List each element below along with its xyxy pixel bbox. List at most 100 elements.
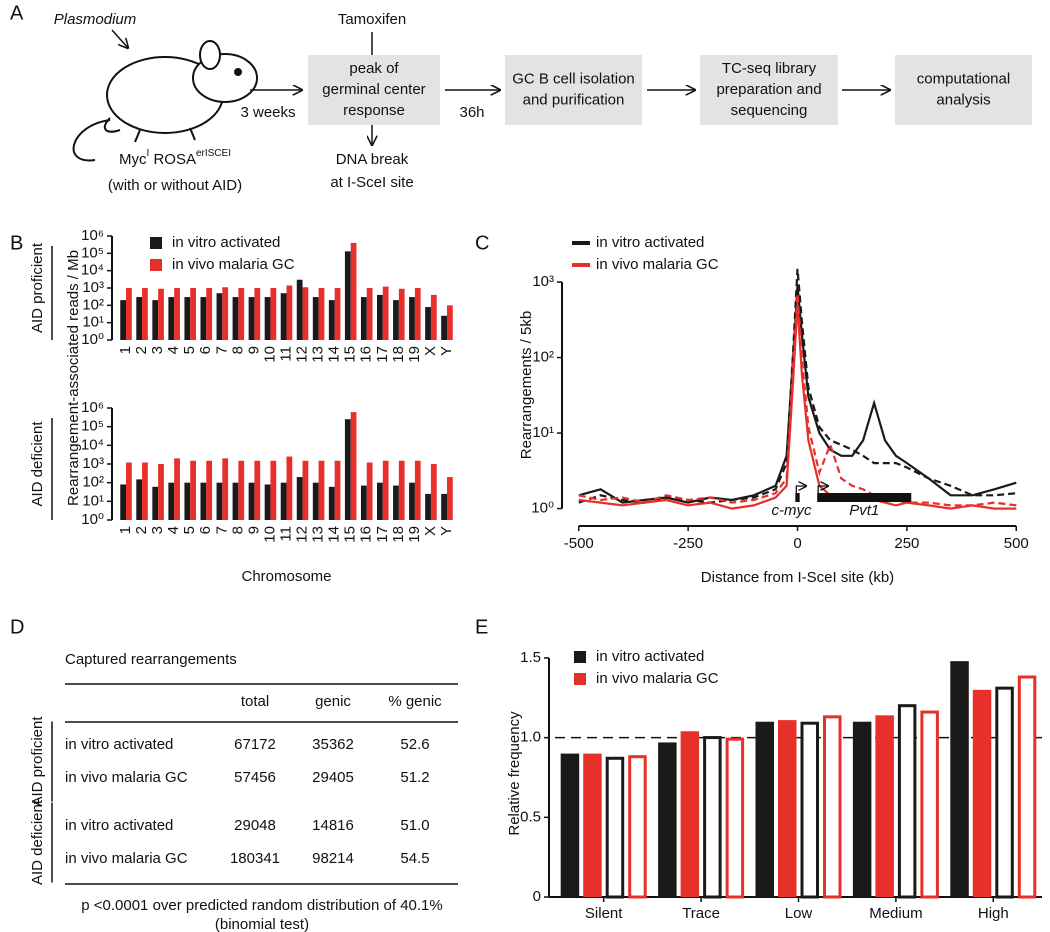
y-tick-label: 0 [533, 888, 541, 905]
gene-label: Pvt1 [849, 502, 879, 519]
x-tick-label: 250 [894, 535, 919, 552]
x-tick-label: 11 [277, 346, 294, 362]
x-tick-label: 3 [149, 346, 166, 354]
table-cell: 98214 [312, 850, 354, 867]
step-text: sequencing [731, 102, 808, 119]
bar [605, 756, 625, 899]
bar [270, 460, 277, 520]
y-tick-label: 10² [82, 474, 104, 491]
step-box [700, 55, 838, 125]
bar [334, 460, 341, 520]
bar [184, 297, 191, 340]
table-title: Captured rearrangements [65, 651, 237, 668]
bar [328, 300, 335, 340]
bar [312, 482, 319, 520]
bar [680, 731, 700, 897]
bar [232, 297, 239, 340]
bar [222, 287, 229, 340]
row-label: AID proficient [29, 242, 46, 333]
bar [430, 464, 437, 520]
y-tick-label: 10⁵ [81, 418, 104, 435]
interval: 36h [459, 104, 484, 121]
x-tick-label: 16 [358, 346, 375, 363]
y-tick-label: 10³ [82, 455, 104, 472]
x-tick-label: 10 [261, 526, 278, 543]
mouse-allele: erISCEI [196, 148, 231, 159]
bar [344, 419, 351, 520]
x-tick-label: 12 [294, 526, 311, 543]
x-tick-label: 11 [277, 526, 294, 542]
legend-label: in vitro activated [596, 648, 704, 665]
bar [703, 736, 722, 899]
panel-label: D [10, 616, 24, 638]
table-cell: 57456 [234, 769, 276, 786]
bar [168, 297, 175, 340]
y-axis-label: Relative frequency [506, 711, 523, 836]
bar [296, 279, 303, 340]
x-tick-label: X [422, 346, 439, 356]
x-tick-label: Silent [585, 905, 623, 922]
bar [184, 482, 191, 520]
bar [377, 294, 383, 340]
x-tick-label: 4 [165, 346, 182, 354]
step-text: response [343, 102, 405, 119]
y-tick-label: 10⁶ [81, 227, 104, 244]
y-tick-label: 10⁶ [81, 399, 104, 416]
bar [174, 458, 180, 520]
x-tick-label: 17 [374, 346, 391, 363]
bar [995, 686, 1014, 899]
bar [414, 460, 421, 520]
bar [897, 704, 917, 899]
bar [875, 715, 894, 897]
step-box [505, 55, 642, 125]
x-tick-label: 4 [165, 526, 182, 534]
column-header: genic [315, 693, 351, 710]
line-series [578, 304, 1017, 510]
y-tick-label: 10¹ [82, 492, 104, 509]
step-text: peak of [349, 60, 399, 77]
column-header: % genic [388, 693, 442, 710]
bar [200, 482, 207, 520]
step-text: germinal center [322, 81, 425, 98]
bar [344, 251, 351, 340]
y-tick-label: 10¹ [532, 424, 554, 441]
row-label: in vivo malaria GC [65, 769, 188, 786]
x-axis-label: Distance from I-SceI site (kb) [701, 569, 894, 586]
bar [254, 460, 261, 520]
infection: Plasmodium [54, 11, 137, 28]
bar [414, 288, 421, 340]
bar [302, 287, 309, 340]
bar [446, 305, 453, 340]
group-label: AID deficient [29, 799, 46, 885]
y-tick-label: 10⁴ [81, 262, 104, 279]
bar [800, 721, 820, 899]
bar [777, 720, 797, 897]
y-tick-label: 10⁰ [531, 500, 554, 517]
x-tick-label: 15 [342, 346, 359, 363]
x-tick-label: 7 [213, 526, 230, 534]
table-cell: 51.2 [400, 769, 429, 786]
x-tick-label: 18 [390, 346, 407, 363]
bar [264, 297, 271, 340]
step-text: TC-seq library [722, 60, 817, 77]
bar [755, 721, 774, 897]
bar [152, 300, 159, 340]
y-tick-label: 0.5 [520, 808, 541, 825]
mouse-gene: Myc [119, 151, 147, 168]
line-series [578, 268, 1017, 504]
bar [216, 482, 223, 520]
legend-label: in vivo malaria GC [596, 670, 719, 687]
step-text: analysis [936, 91, 990, 108]
bar [222, 458, 229, 520]
bar [366, 288, 373, 340]
bar [190, 288, 196, 340]
x-tick-label: Medium [869, 905, 922, 922]
bar [168, 482, 175, 520]
y-tick-label: 10³ [532, 273, 554, 290]
row-label: in vivo malaria GC [65, 850, 188, 867]
bar [248, 482, 255, 520]
table-cell: 14816 [312, 817, 354, 834]
row-label: AID deficient [29, 421, 46, 507]
bar [366, 462, 373, 520]
